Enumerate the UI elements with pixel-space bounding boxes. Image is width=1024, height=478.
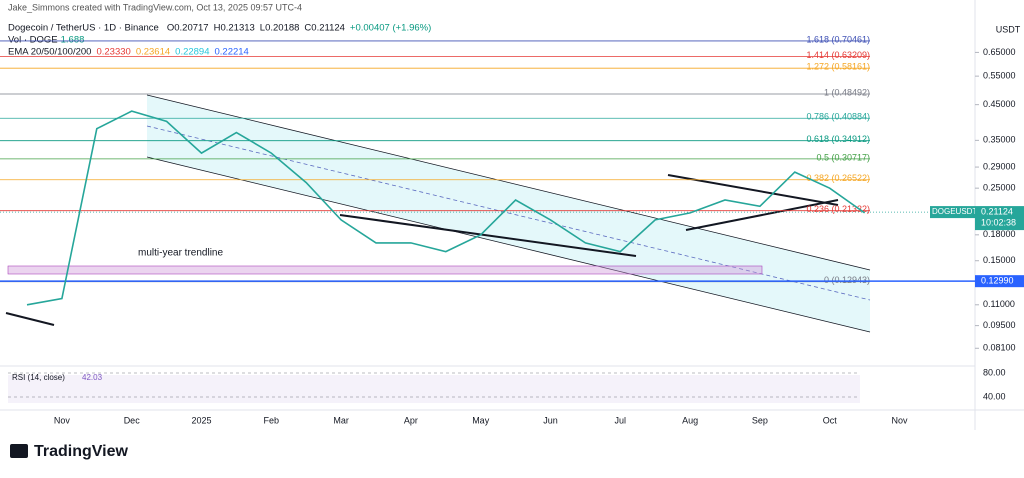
header-text: +0.00407 (+1.96%): [350, 23, 431, 34]
y-tick-label: 0.11000: [983, 299, 1015, 309]
fib-label: 0.618 (0.34912): [806, 134, 870, 144]
rsi-band: [8, 375, 860, 403]
y-tick-label: 0.65000: [983, 47, 1016, 57]
header-text: L0.20188: [260, 23, 300, 34]
fib-label: 0.786 (0.40884): [806, 112, 870, 122]
channel-top: [146, 94, 871, 271]
header-text: 1.688: [61, 35, 85, 46]
y-tick-label: 0.08100: [983, 343, 1016, 353]
y-tick-label: 0.25000: [983, 183, 1016, 193]
fib-label: 1.272 (0.58161): [806, 62, 870, 72]
x-tick-label: Nov: [891, 415, 908, 425]
fib-label: 0.5 (0.30717): [816, 152, 870, 162]
header-text: EMA 20/50/100/200: [8, 47, 91, 58]
fib-label: 0.382 (0.26522): [806, 173, 870, 183]
header-text: 0.23614: [136, 47, 170, 58]
x-tick-label: Jun: [543, 415, 558, 425]
channel: [147, 95, 870, 332]
currency: USDT: [996, 24, 1021, 34]
header-text: H0.21313: [214, 23, 255, 34]
header-text: C0.21124: [304, 23, 345, 34]
header-text: O0.20717: [167, 23, 209, 34]
x-tick-label: Jul: [615, 415, 627, 425]
rsi-tick-label: 80.00: [983, 367, 1006, 377]
rsi-tick-label: 40.00: [983, 391, 1006, 401]
y-tick-label: 0.18000: [983, 229, 1016, 239]
price-tag: [975, 206, 1024, 231]
x-tick-label: Sep: [752, 415, 768, 425]
annotation: multi-year trendline: [138, 248, 223, 259]
y-tick-label: 0.55000: [983, 71, 1016, 81]
x-tick-label: Nov: [54, 415, 71, 425]
y-tick-label: 0.45000: [983, 99, 1016, 109]
author: Jake_Simmons created with TradingView.co…: [8, 2, 302, 12]
header-text: Vol · DOGE: [8, 35, 58, 46]
price-tag: [930, 206, 975, 219]
price-tag: [975, 275, 1024, 288]
fib-label: 1.618 (0.70461): [806, 34, 870, 44]
trendline: [5, 312, 55, 326]
trendline: [685, 199, 839, 231]
x-tick-label: 2025: [191, 415, 211, 425]
zone: [7, 265, 763, 275]
channel-mid: [146, 125, 871, 301]
logo: [10, 444, 28, 458]
channel-bottom: [146, 156, 871, 333]
price-line: [26, 110, 866, 306]
countdown: 10:02:38: [981, 217, 1016, 227]
y-tick-label: 0.29000: [983, 161, 1016, 171]
rsi-label: RSI (14, close): [12, 373, 65, 382]
fib-label: 0.236 (0.21332): [806, 204, 870, 214]
fib-label: 1.414 (0.63209): [806, 50, 870, 60]
x-tick-label: Aug: [682, 415, 698, 425]
trendline: [339, 214, 637, 257]
y-tick-label: 0.35000: [983, 135, 1016, 145]
header-text: 0.22214: [215, 47, 249, 58]
x-tick-label: Feb: [264, 415, 280, 425]
header-text: 0.22894: [175, 47, 209, 58]
header-text: Dogecoin / TetherUS · 1D · Binance: [8, 23, 159, 34]
y-tick-label: 0.09500: [983, 320, 1016, 330]
fib-label: 0 (0.12943): [824, 275, 870, 285]
x-tick-label: Oct: [823, 415, 838, 425]
rsi-value: 42.03: [82, 373, 103, 382]
fib-label: 1 (0.48492): [824, 87, 870, 97]
brand: TradingView: [34, 443, 129, 460]
x-tick-label: Mar: [333, 415, 349, 425]
x-tick-label: Apr: [404, 415, 418, 425]
header-text: 0.23330: [96, 47, 130, 58]
y-tick-label: 0.15000: [983, 255, 1016, 265]
symbol-tag: DOGEUSDT: [932, 207, 977, 216]
support-label: 0.12990: [981, 276, 1014, 286]
x-tick-label: Dec: [124, 415, 141, 425]
last-price-label: 0.21124: [981, 206, 1013, 216]
x-tick-label: May: [472, 415, 490, 425]
